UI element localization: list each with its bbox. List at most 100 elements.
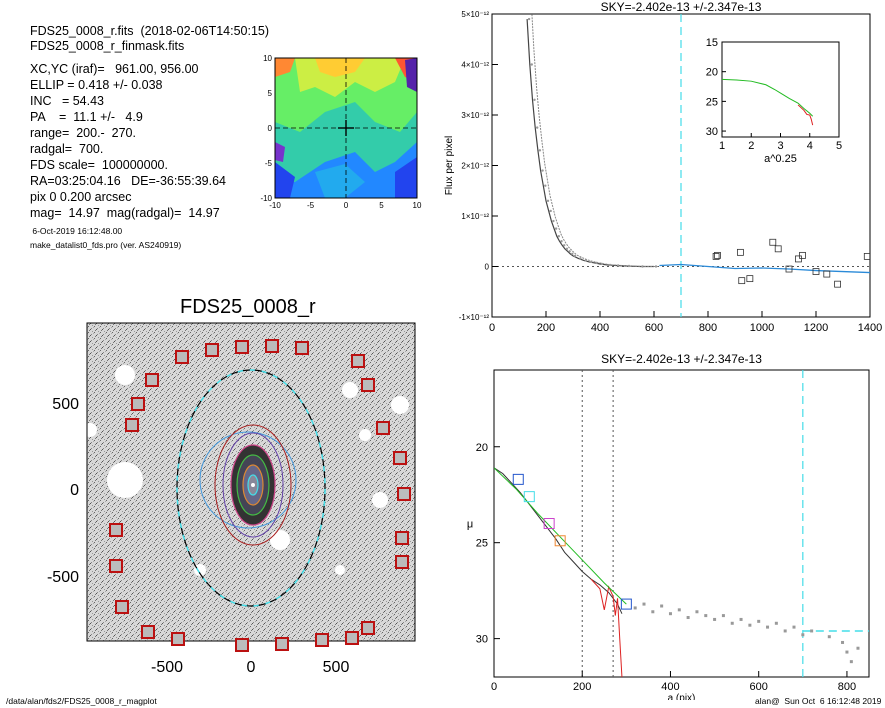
inset-frame xyxy=(721,41,840,138)
chart3-title: SKY=-2.402e-13 +/-2.347e-13 xyxy=(601,352,762,366)
img-ytick: 500 xyxy=(52,396,79,413)
vm-ytick: 5 xyxy=(268,89,273,98)
mask-box xyxy=(205,343,219,357)
profile-point xyxy=(654,265,658,268)
mask-box xyxy=(125,418,139,432)
profile-point xyxy=(617,264,620,267)
outer-point xyxy=(757,619,761,623)
vm-xtick: 0 xyxy=(344,201,349,210)
chart1-title: SKY=-2.402e-13 +/-2.347e-13 xyxy=(601,0,762,14)
y-tick-label: 25 xyxy=(476,538,488,550)
y-tick-label: 3×10⁻¹² xyxy=(461,111,489,120)
sky-point xyxy=(863,252,870,260)
inset-x-label: a^0.25 xyxy=(764,153,797,165)
img-ytick: 0 xyxy=(70,482,79,499)
inset-y-tick-label: 30 xyxy=(706,126,718,138)
mask-box xyxy=(175,350,189,364)
img-xtick: 0 xyxy=(247,659,256,676)
vm-xtick: -5 xyxy=(307,201,315,210)
mask-box xyxy=(397,487,411,501)
y-axis-label: Flux per pixel xyxy=(444,136,455,195)
vm-xtick: 5 xyxy=(379,201,384,210)
inset-y-tick-label: 15 xyxy=(706,37,718,49)
profile-point xyxy=(565,247,569,251)
sky-point xyxy=(769,238,777,246)
iso-box xyxy=(554,535,566,547)
mask-box xyxy=(115,600,129,614)
profile-point xyxy=(568,250,571,253)
profile-point xyxy=(546,199,550,203)
image-title: FDS25_0008_r xyxy=(180,296,316,318)
param-ellip: ELLIP = 0.418 +/- 0.038 xyxy=(30,78,163,92)
sky-point xyxy=(714,251,721,259)
sky-point xyxy=(738,277,746,285)
param-pix: pix 0 0.200 arcsec xyxy=(30,190,132,204)
x-tick-label: 0 xyxy=(489,322,495,334)
inset-series-line xyxy=(797,104,814,126)
profile-point xyxy=(608,263,612,267)
chart3-plot xyxy=(494,370,869,677)
fits-filename: FDS25_0008_r.fits (2018-02-06T14:50:15) xyxy=(30,24,270,38)
date-stamp: 6-Oct-2019 16:12:48.00 xyxy=(30,226,123,236)
mask-box xyxy=(275,637,289,651)
program-name: make_datalist0_fds.pro (ver. AS240919) xyxy=(30,240,182,250)
y-tick-label: 2×10⁻¹² xyxy=(461,162,489,171)
outer-point xyxy=(841,640,845,644)
sky-point xyxy=(746,275,754,283)
inset-x-tick-label: 4 xyxy=(807,140,813,152)
profile-point xyxy=(536,126,539,129)
sky-point xyxy=(785,265,793,273)
mask-box xyxy=(235,340,249,354)
param-inc: INC = 54.43 xyxy=(30,94,104,108)
sky-point xyxy=(774,245,782,253)
x-axis-label: a (pix) xyxy=(668,693,696,700)
profile-series-line xyxy=(590,578,623,677)
mask-box xyxy=(131,397,145,411)
x-tick-label: 400 xyxy=(661,681,679,693)
vm-ytick: -10 xyxy=(260,194,272,203)
outer-point xyxy=(704,614,708,618)
inset-x-tick-label: 1 xyxy=(719,140,725,152)
x-tick-label: 600 xyxy=(750,681,768,693)
sky-point xyxy=(799,251,806,259)
img-ytick: -500 xyxy=(47,569,79,586)
y-tick-label: 20 xyxy=(476,442,488,454)
profile-point xyxy=(560,240,563,243)
outer-point xyxy=(677,608,681,612)
y-tick-label: 0 xyxy=(485,263,490,272)
mask-box xyxy=(235,638,249,652)
outer-point xyxy=(713,617,717,621)
mask-box xyxy=(145,373,159,387)
outer-point xyxy=(766,625,770,629)
mask-box xyxy=(109,559,123,573)
img-xtick: -500 xyxy=(151,659,183,676)
outer-point xyxy=(856,646,860,650)
mask-box xyxy=(345,631,359,645)
profile-point xyxy=(554,227,558,230)
velocity-map: -10 -5 0 5 10 10 5 0 -5 -10 xyxy=(260,54,422,210)
x-tick-label: 400 xyxy=(591,322,609,334)
x-tick-label: 800 xyxy=(699,322,717,334)
param-fds-scale: FDS scale= 100000000. xyxy=(30,158,168,172)
footer-path: /data/alan/fds2/FDS25_0008_r_magplot xyxy=(6,696,157,706)
profile-series-line xyxy=(494,467,627,605)
profile-series-line xyxy=(494,467,623,614)
inset-series-line xyxy=(721,78,814,117)
sky-point xyxy=(812,268,820,275)
mask-box xyxy=(295,341,309,355)
inset-x-tick-label: 5 xyxy=(836,140,842,152)
profile-point xyxy=(541,169,544,172)
x-tick-label: 200 xyxy=(537,322,555,334)
x-tick-label: 800 xyxy=(838,681,856,693)
img-xtick: 500 xyxy=(323,659,350,676)
profile-point xyxy=(641,265,644,268)
outer-point xyxy=(792,625,796,629)
profile-point xyxy=(530,63,533,66)
x-tick-label: 200 xyxy=(573,681,591,693)
profile-point xyxy=(590,260,593,264)
outer-point xyxy=(633,606,637,610)
mask-box xyxy=(109,523,123,537)
mask-filename: FDS25_0008_r_finmask.fits xyxy=(30,39,185,53)
iso-box xyxy=(512,473,524,485)
outer-point xyxy=(774,621,778,625)
